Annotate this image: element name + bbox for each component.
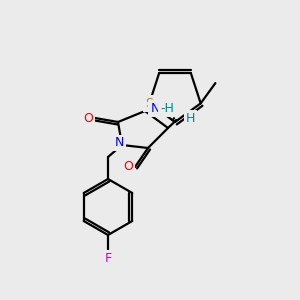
Text: H: H	[186, 112, 195, 124]
Text: O: O	[83, 112, 93, 124]
Text: N: N	[114, 136, 124, 149]
Text: O: O	[123, 160, 133, 173]
Text: F: F	[104, 251, 112, 265]
Text: -H: -H	[160, 103, 174, 116]
Text: S: S	[145, 97, 153, 110]
Text: N: N	[150, 103, 160, 116]
